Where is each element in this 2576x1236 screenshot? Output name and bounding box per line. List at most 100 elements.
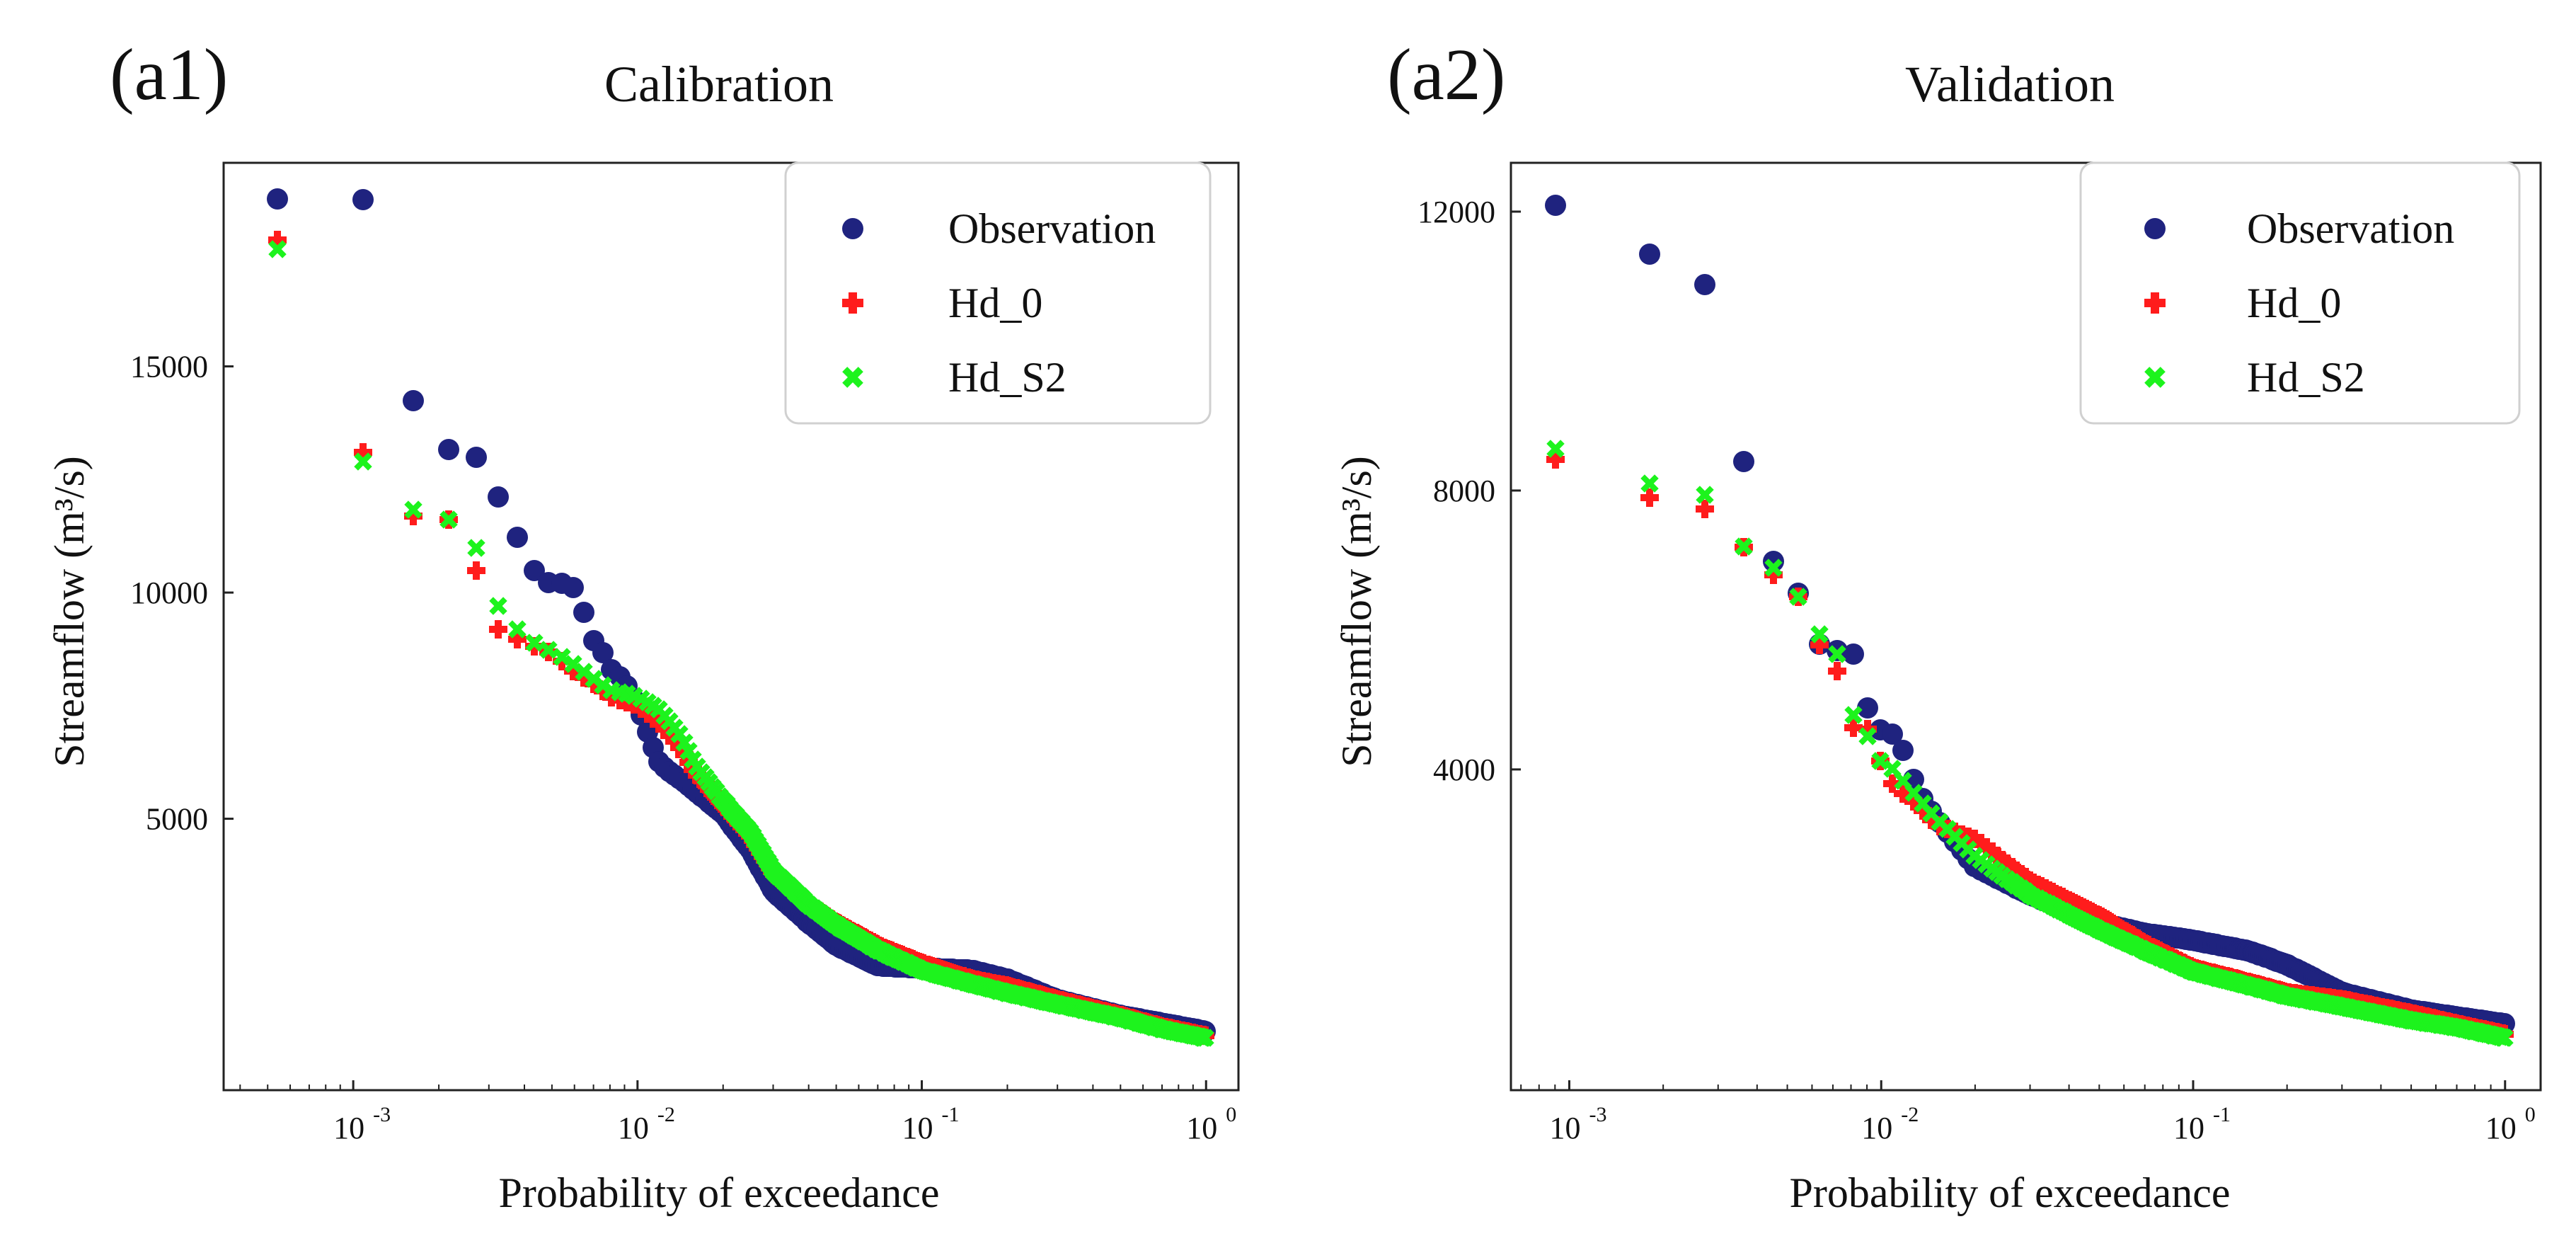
legend-hds2-marker	[2144, 367, 2166, 388]
hds2-points	[268, 240, 1214, 1047]
x-axis-label-calibration: Probability of exceedance	[498, 1169, 939, 1216]
hds2-point	[1640, 474, 1659, 493]
x-tick-label: 10	[902, 1111, 933, 1145]
hds2-point	[508, 620, 527, 639]
hds2-point	[268, 240, 287, 258]
x-tick-label-exponent: -2	[657, 1103, 675, 1126]
hds2-point	[1828, 645, 1846, 663]
plot-frame	[222, 161, 1240, 1092]
hds2-points	[1546, 440, 2514, 1047]
x-tick-label-exponent: -3	[1589, 1103, 1606, 1126]
observation-point	[1639, 244, 1660, 265]
hd0-point	[1914, 801, 1932, 820]
observation-point	[524, 560, 545, 581]
hd0-point	[585, 675, 603, 693]
x-tick-label-exponent: -3	[373, 1103, 391, 1126]
y-axis-label-calibration: Streamflow (m³/s)	[46, 456, 93, 767]
hds2-point	[1196, 1029, 1214, 1047]
x-tick-label-exponent: 0	[1226, 1103, 1236, 1126]
hd0-point	[1988, 847, 2006, 865]
observation-point	[438, 439, 459, 460]
hd0-point	[1828, 662, 1846, 680]
y-tick-label: 10000	[130, 576, 208, 610]
panel-label-a1: (a1)	[110, 34, 228, 115]
legend-observation-marker	[2144, 218, 2166, 239]
hds2-point	[1696, 486, 1714, 504]
hd0-point	[489, 620, 507, 639]
legend-hd0-marker	[842, 292, 863, 314]
hd0-point	[1883, 774, 1902, 793]
panel-label-a2: (a2)	[1387, 34, 1505, 115]
hds2-point	[539, 641, 558, 659]
hd0-point	[1810, 636, 1829, 654]
hd0-point	[467, 561, 485, 580]
observation-point	[352, 189, 374, 210]
hds2-point	[1844, 706, 1863, 724]
x-tick-label: 10	[1549, 1111, 1580, 1145]
hds2-point	[1810, 625, 1829, 643]
observation-point	[1694, 274, 1715, 295]
legend-hds2-label: Hd_S2	[948, 354, 1066, 401]
observation-point	[1843, 643, 1864, 665]
hds2-point	[1735, 537, 1753, 556]
hd0-point	[1546, 450, 1565, 469]
x-tick-label-exponent: -1	[942, 1103, 960, 1126]
legend-hd0-label: Hd_0	[2247, 280, 2341, 326]
legend-hds2-marker	[842, 367, 863, 388]
hd0-point	[1894, 784, 1912, 803]
hd0-point	[1977, 838, 1996, 857]
observation-point	[403, 390, 424, 411]
hd0-point	[1922, 811, 1940, 829]
observation-point	[507, 527, 528, 548]
legend-calibration: Observation Hd_0 Hd_S2	[784, 161, 1212, 425]
chart-title-calibration: Calibration	[604, 56, 834, 113]
calibration-panel: (a1) Calibration 5000 10000 15000 10 -3 10 -2 1…	[46, 34, 1240, 1216]
hds2-point	[354, 452, 372, 471]
chart-title-validation: Validation	[1905, 56, 2115, 113]
hd0-point	[404, 507, 422, 525]
legend-hd0-marker	[2144, 292, 2166, 314]
hd0-point	[575, 668, 593, 687]
observation-point	[1892, 740, 1914, 761]
hds2-point	[467, 539, 485, 557]
hd0-point	[1983, 842, 2001, 861]
hds2-point	[489, 597, 507, 615]
validation-plot-area: 4000 8000 12000 10 -3 10 -2 10 -1 10 0	[1418, 161, 2542, 1145]
observation-point	[488, 486, 509, 508]
hd0-point	[1904, 792, 1923, 811]
x-tick-label: 10	[333, 1111, 364, 1145]
observation-point	[466, 447, 487, 468]
x-axis-label-validation: Probability of exceedance	[1789, 1169, 2230, 1216]
x-tick-label: 10	[1186, 1111, 1217, 1145]
legend-observation-label: Observation	[948, 205, 1156, 252]
hd0-point	[1844, 719, 1863, 737]
observation-point	[1733, 451, 1754, 472]
observation-point	[592, 642, 614, 663]
hds2-point	[2495, 1029, 2514, 1047]
hd0-point	[508, 630, 527, 648]
y-axis-label-validation: Streamflow (m³/s)	[1333, 456, 1380, 767]
legend-box-validation	[2079, 161, 2521, 425]
y-tick-label: 15000	[130, 350, 208, 384]
plot-frame	[1510, 161, 2542, 1092]
legend-observation-label: Observation	[2247, 205, 2454, 252]
hds2-point	[439, 510, 458, 529]
y-tick-label: 4000	[1433, 753, 1495, 787]
hds2-point	[1871, 752, 1890, 770]
x-tick-label-exponent: -1	[2213, 1103, 2231, 1126]
x-tick-label: 10	[1861, 1111, 1892, 1145]
x-tick-label-exponent: 0	[2525, 1103, 2536, 1126]
legend-hds2-label: Hd_S2	[2247, 354, 2365, 401]
calibration-plot-area: 5000 10000 15000 10 -3 10 -2 10 -1 10 0	[130, 161, 1240, 1145]
hds2-point	[1764, 559, 1783, 577]
legend-box-calibration	[784, 161, 1212, 425]
observation-point	[573, 602, 594, 623]
y-tick-label: 5000	[146, 802, 208, 837]
legend-hd0-label: Hd_0	[948, 280, 1042, 326]
y-tick-label: 8000	[1433, 474, 1495, 508]
hd0-points	[1546, 450, 2514, 1043]
observation-point	[1545, 195, 1566, 216]
observation-point	[267, 188, 288, 210]
hds2-point	[1789, 588, 1807, 606]
